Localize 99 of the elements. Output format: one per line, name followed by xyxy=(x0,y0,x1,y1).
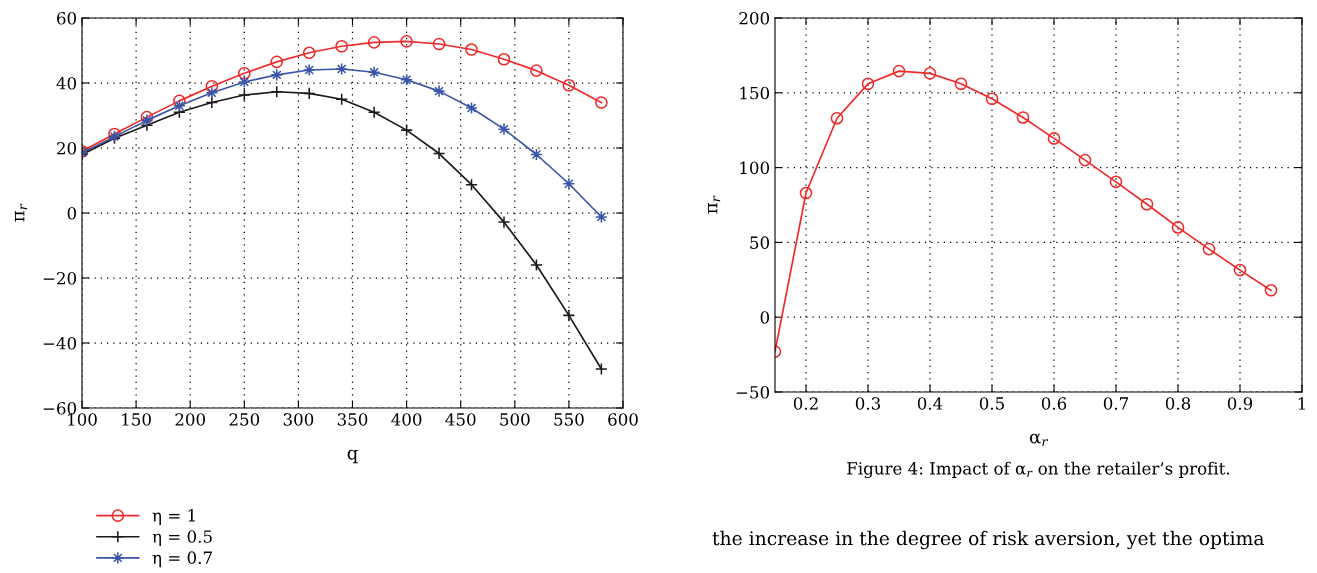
point xyxy=(205,96,219,109)
x-tick-label: 0.7 xyxy=(1103,397,1129,410)
point xyxy=(530,258,543,272)
point xyxy=(465,43,478,56)
x-tick-label: 350 xyxy=(337,413,368,426)
caption: Figure 4: Impact of α$_{r}$ on the retailer’s profit. xyxy=(847,461,1230,479)
x-tick-label: 0.8 xyxy=(1165,397,1191,410)
point xyxy=(205,79,219,93)
point xyxy=(799,186,813,200)
y-tick-label: 0 xyxy=(760,311,770,324)
x-tick-label: 150 xyxy=(122,413,151,426)
point xyxy=(302,46,316,60)
point xyxy=(400,123,413,137)
y-tick-label: −50 xyxy=(736,385,770,399)
y-axis-title: π$_{r}$ xyxy=(707,195,721,214)
point xyxy=(432,37,446,51)
legend-label: η = 0.7 xyxy=(152,551,212,568)
x-tick-label: 100 xyxy=(68,413,97,426)
y-tick-label: 0 xyxy=(67,206,77,220)
point xyxy=(140,114,154,127)
x-tick-label: 0.6 xyxy=(1041,397,1067,410)
point xyxy=(892,64,906,78)
point xyxy=(237,88,251,102)
x-tick-label: 0.2 xyxy=(793,397,818,410)
point xyxy=(1264,283,1278,297)
point xyxy=(1078,153,1092,167)
x-tick-label: 0.3 xyxy=(855,397,881,410)
point xyxy=(562,309,576,322)
point xyxy=(400,35,413,48)
point xyxy=(497,215,511,229)
point xyxy=(1140,197,1154,211)
point xyxy=(861,77,875,91)
y-axis-title: π$_{r}$ xyxy=(14,203,28,222)
point xyxy=(1016,111,1030,124)
point xyxy=(595,96,608,109)
point xyxy=(954,77,968,91)
point xyxy=(1109,175,1123,189)
legend-label: η = 1 xyxy=(152,509,195,525)
point xyxy=(237,75,251,89)
point xyxy=(270,85,284,99)
point xyxy=(1171,221,1185,234)
x-tick-label: 0.4 xyxy=(917,397,943,410)
point xyxy=(1202,242,1216,256)
x-axis-title: q xyxy=(347,449,358,464)
point xyxy=(497,122,511,136)
x-tick-label: 550 xyxy=(554,413,584,426)
point xyxy=(562,78,576,92)
y-tick-label: −40 xyxy=(43,336,77,350)
point xyxy=(1233,263,1247,277)
point xyxy=(595,362,608,376)
y-tick-label: 150 xyxy=(740,86,770,100)
y-tick-label: 40 xyxy=(56,76,77,90)
text: the increase in the degree of risk aversion, yet the optima xyxy=(712,530,1264,550)
point xyxy=(432,147,446,160)
x-tick-label: 0.5 xyxy=(979,397,1004,410)
x-tick-label: 450 xyxy=(445,413,476,426)
point xyxy=(302,63,316,77)
point xyxy=(302,87,316,100)
point xyxy=(335,92,349,106)
point xyxy=(367,65,381,79)
point xyxy=(530,64,543,77)
point xyxy=(205,86,219,100)
point xyxy=(335,39,349,53)
point xyxy=(830,111,844,125)
point xyxy=(465,101,478,115)
x-tick-label: 250 xyxy=(229,413,260,426)
y-tick-label: 20 xyxy=(57,141,77,155)
x-tick-label: 200 xyxy=(175,413,205,426)
y-tick-label: −20 xyxy=(43,271,77,285)
point xyxy=(367,36,381,49)
point xyxy=(562,177,576,191)
y-tick-label: 100 xyxy=(740,161,770,175)
point xyxy=(432,84,446,98)
point xyxy=(270,55,284,69)
y-tick-label: 50 xyxy=(750,236,770,249)
point xyxy=(1047,132,1061,145)
x-tick-label: 300 xyxy=(283,413,314,426)
x-tick-label: 500 xyxy=(500,413,530,426)
point xyxy=(923,67,937,80)
point xyxy=(985,92,999,106)
point xyxy=(335,62,349,76)
y-tick-label: 60 xyxy=(57,11,77,25)
point xyxy=(497,52,511,66)
x-tick-label: 600 xyxy=(608,413,638,426)
y-tick-label: 200 xyxy=(739,11,770,25)
point xyxy=(400,73,413,87)
point xyxy=(270,68,284,82)
x-tick-label: 400 xyxy=(391,413,422,426)
x-tick-label: 0.9 xyxy=(1227,397,1253,410)
point xyxy=(173,99,186,113)
legend-label: η = 0.5 xyxy=(152,530,212,547)
x-tick-label: 1 xyxy=(1298,397,1305,410)
point xyxy=(595,210,608,224)
point xyxy=(367,105,381,119)
x-axis-title: α$_{r}$ xyxy=(1029,433,1049,447)
point xyxy=(465,178,478,192)
point xyxy=(237,66,251,80)
y-tick-label: −60 xyxy=(43,401,77,415)
point xyxy=(530,148,543,161)
